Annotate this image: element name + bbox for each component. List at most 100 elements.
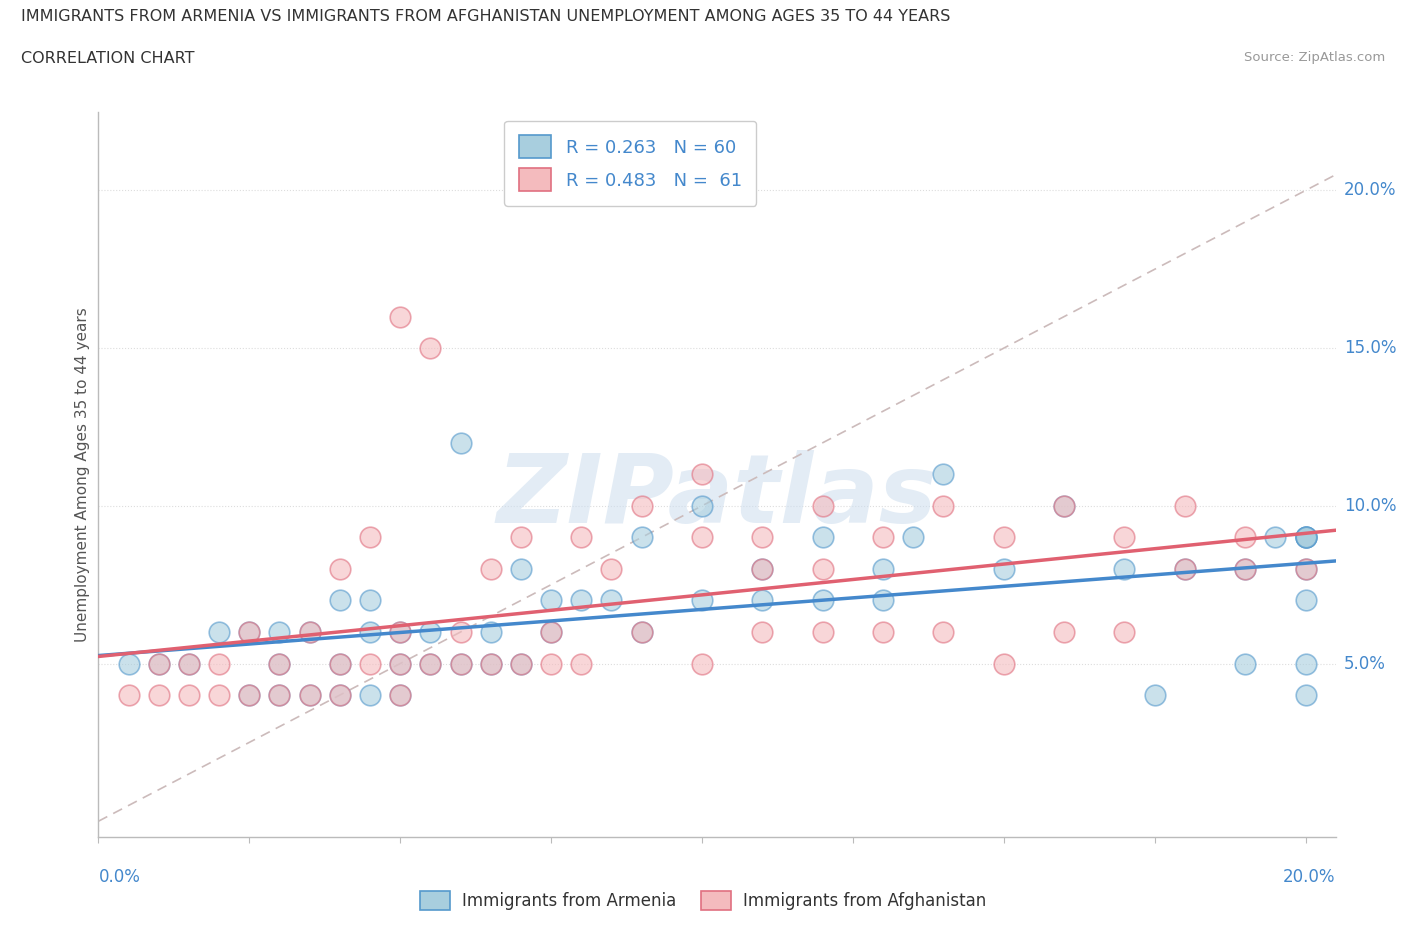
Point bbox=[177, 656, 200, 671]
Point bbox=[509, 656, 531, 671]
Point bbox=[630, 625, 652, 640]
Point bbox=[359, 625, 381, 640]
Point bbox=[1174, 562, 1197, 577]
Point bbox=[269, 687, 291, 702]
Text: Source: ZipAtlas.com: Source: ZipAtlas.com bbox=[1244, 51, 1385, 64]
Point bbox=[479, 656, 502, 671]
Point bbox=[117, 656, 139, 671]
Text: 5.0%: 5.0% bbox=[1344, 655, 1386, 672]
Point bbox=[811, 498, 834, 513]
Point bbox=[329, 593, 352, 608]
Point bbox=[872, 625, 894, 640]
Point bbox=[1053, 498, 1076, 513]
Point bbox=[1053, 625, 1076, 640]
Point bbox=[148, 656, 170, 671]
Point bbox=[359, 687, 381, 702]
Point bbox=[1114, 530, 1136, 545]
Point bbox=[148, 687, 170, 702]
Point bbox=[269, 656, 291, 671]
Point bbox=[1295, 530, 1317, 545]
Text: 20.0%: 20.0% bbox=[1284, 868, 1336, 885]
Point bbox=[569, 593, 592, 608]
Point bbox=[903, 530, 925, 545]
Point bbox=[690, 656, 713, 671]
Point bbox=[450, 435, 472, 450]
Point bbox=[238, 625, 260, 640]
Point bbox=[238, 687, 260, 702]
Point bbox=[872, 530, 894, 545]
Point bbox=[630, 498, 652, 513]
Point bbox=[1114, 562, 1136, 577]
Point bbox=[569, 656, 592, 671]
Point bbox=[751, 625, 773, 640]
Point bbox=[690, 593, 713, 608]
Point bbox=[540, 593, 562, 608]
Point bbox=[269, 625, 291, 640]
Point bbox=[479, 562, 502, 577]
Point bbox=[1174, 498, 1197, 513]
Point bbox=[509, 530, 531, 545]
Point bbox=[329, 687, 352, 702]
Point bbox=[630, 530, 652, 545]
Point bbox=[751, 562, 773, 577]
Point bbox=[993, 562, 1015, 577]
Point bbox=[1295, 593, 1317, 608]
Point bbox=[269, 687, 291, 702]
Point bbox=[811, 625, 834, 640]
Point bbox=[238, 625, 260, 640]
Point bbox=[872, 593, 894, 608]
Point bbox=[329, 687, 352, 702]
Point bbox=[540, 625, 562, 640]
Point bbox=[1143, 687, 1166, 702]
Point bbox=[419, 656, 441, 671]
Y-axis label: Unemployment Among Ages 35 to 44 years: Unemployment Among Ages 35 to 44 years bbox=[75, 307, 90, 642]
Point bbox=[298, 687, 321, 702]
Point bbox=[540, 625, 562, 640]
Point bbox=[298, 625, 321, 640]
Text: IMMIGRANTS FROM ARMENIA VS IMMIGRANTS FROM AFGHANISTAN UNEMPLOYMENT AMONG AGES 3: IMMIGRANTS FROM ARMENIA VS IMMIGRANTS FR… bbox=[21, 9, 950, 24]
Point bbox=[389, 656, 412, 671]
Point bbox=[993, 530, 1015, 545]
Point bbox=[359, 593, 381, 608]
Point bbox=[479, 656, 502, 671]
Point bbox=[569, 530, 592, 545]
Point bbox=[600, 593, 623, 608]
Point bbox=[993, 656, 1015, 671]
Point bbox=[450, 656, 472, 671]
Point bbox=[932, 467, 955, 482]
Point bbox=[117, 687, 139, 702]
Point bbox=[1295, 656, 1317, 671]
Point bbox=[811, 562, 834, 577]
Point bbox=[389, 687, 412, 702]
Point bbox=[1234, 656, 1257, 671]
Point bbox=[1053, 498, 1076, 513]
Point bbox=[1295, 530, 1317, 545]
Point bbox=[479, 625, 502, 640]
Point bbox=[208, 625, 231, 640]
Point bbox=[389, 625, 412, 640]
Point bbox=[177, 656, 200, 671]
Point bbox=[1295, 530, 1317, 545]
Point bbox=[630, 625, 652, 640]
Point bbox=[359, 656, 381, 671]
Point bbox=[419, 656, 441, 671]
Point bbox=[389, 656, 412, 671]
Text: 15.0%: 15.0% bbox=[1344, 339, 1396, 357]
Point bbox=[1295, 562, 1317, 577]
Point bbox=[1234, 562, 1257, 577]
Text: CORRELATION CHART: CORRELATION CHART bbox=[21, 51, 194, 66]
Text: 10.0%: 10.0% bbox=[1344, 497, 1396, 515]
Point bbox=[811, 530, 834, 545]
Point bbox=[932, 625, 955, 640]
Point bbox=[450, 625, 472, 640]
Point bbox=[540, 656, 562, 671]
Point bbox=[148, 656, 170, 671]
Point bbox=[811, 593, 834, 608]
Point bbox=[298, 625, 321, 640]
Point bbox=[208, 687, 231, 702]
Point bbox=[208, 656, 231, 671]
Point bbox=[1234, 530, 1257, 545]
Point bbox=[1174, 562, 1197, 577]
Legend: Immigrants from Armenia, Immigrants from Afghanistan: Immigrants from Armenia, Immigrants from… bbox=[413, 884, 993, 917]
Point bbox=[600, 562, 623, 577]
